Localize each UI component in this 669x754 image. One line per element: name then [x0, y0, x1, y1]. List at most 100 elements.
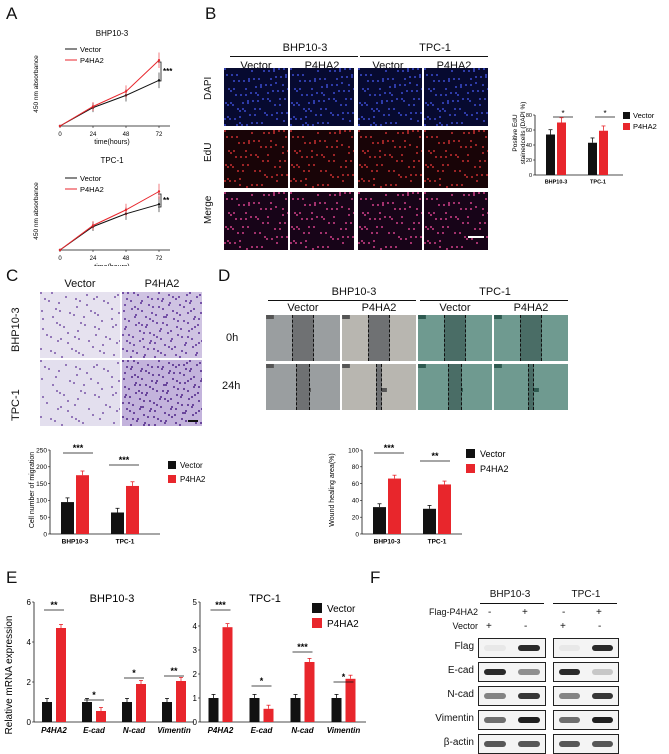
column-label: Vector: [287, 302, 319, 314]
significance-mark: *: [132, 668, 136, 678]
sign: -: [598, 621, 602, 632]
significance-mark: ***: [215, 600, 226, 610]
group-label-tpc-1: TPC-1: [479, 286, 511, 298]
significance-mark: **: [431, 451, 439, 461]
panel-label-a: A: [6, 4, 18, 23]
wound-gap: [296, 364, 310, 410]
group-underline: [268, 300, 416, 301]
x-tick-label: 48: [123, 132, 130, 138]
scale-bar: [188, 420, 198, 422]
category-label: TPC-1: [116, 539, 135, 546]
significance-bracket: [158, 61, 162, 82]
bar-vector: [546, 134, 555, 175]
blot-band: [592, 669, 613, 675]
legend-vector-swatch: [168, 461, 176, 469]
edu-micrograph: [424, 192, 488, 250]
bar-vector: [588, 142, 597, 175]
bar-vector: [42, 702, 52, 722]
group-underline: [480, 603, 544, 604]
blot-band: [559, 717, 580, 723]
blot-band: [484, 669, 506, 675]
bar-vector: [290, 698, 301, 722]
x-tick-label: 24: [90, 132, 97, 138]
edu-micrograph: [358, 192, 422, 250]
blot-band: [592, 717, 613, 723]
edu-micrograph: [358, 68, 422, 126]
edu-micrograph: [290, 192, 354, 250]
y-tick-label: 5: [193, 598, 198, 607]
category-label: Vimentin: [157, 726, 191, 735]
y-tick-label: 200: [36, 464, 47, 471]
transwell-micrograph: [122, 292, 202, 358]
panel-e-bar-charts: BHP10-3 TPC-1 Relative mRNA expression V…: [4, 593, 366, 735]
bar-p4ha2: [56, 628, 66, 722]
blot-strip: [478, 638, 546, 658]
sign: -: [524, 621, 528, 632]
blot-band: [518, 717, 540, 723]
group-label-bhp10-3: BHP10-3: [331, 286, 377, 298]
sign: -: [488, 607, 492, 618]
edu-micrograph: [358, 130, 422, 188]
legend-p4ha2-swatch: [312, 618, 322, 628]
y-axis-label: Cell number of migration: [29, 452, 36, 528]
y-tick-label: 0: [529, 173, 532, 179]
wound-gap: [448, 364, 462, 410]
y-tick-label: 40: [526, 143, 532, 149]
significance-mark: **: [50, 600, 58, 610]
legend-p4ha2: P4HA2: [180, 475, 206, 484]
category-label: BHP10-3: [374, 539, 401, 546]
blot-strip: [553, 686, 619, 706]
bar-p4ha2: [345, 678, 356, 722]
wound-gap: [292, 315, 314, 361]
legend-vector: Vector: [633, 111, 655, 120]
edu-micrograph: [424, 68, 488, 126]
row-label-vector: Vector: [452, 621, 478, 631]
significance-mark: *: [603, 109, 606, 118]
column-label: P4HA2: [513, 302, 549, 314]
row-label-flag-p4ha2: Flag-P4HA2: [428, 607, 478, 617]
y-axis-label: Positive EdU: [512, 114, 519, 152]
blot-band: [518, 693, 540, 699]
x-axis-label: time(hours): [94, 264, 129, 266]
bar-p4ha2: [76, 475, 89, 534]
sign: +: [560, 621, 566, 632]
category-label: TPC-1: [428, 539, 447, 546]
blot-band: [518, 741, 540, 747]
category-label: N-cad: [291, 726, 314, 735]
group-underline: [553, 603, 617, 604]
x-tick-label: 72: [156, 132, 163, 138]
y-axis-label: Wound healing area(%): [329, 453, 336, 526]
significance-mark: ***: [163, 67, 173, 76]
panel-d-bar-chart: Wound healing area(%) Vector P4HA2 *** *…: [329, 443, 509, 546]
category-label: BHP10-3: [62, 539, 89, 546]
bar-vector: [122, 702, 132, 722]
significance-mark: *: [342, 672, 346, 682]
sign: -: [562, 607, 566, 618]
y-axis-label: stainedcells (DAPI %): [520, 102, 527, 165]
series-line-vector: [59, 203, 160, 251]
blot-band: [592, 693, 613, 699]
blot-band: [484, 717, 506, 723]
series-line-p4ha2: [59, 59, 160, 127]
wound-gap: [528, 364, 534, 410]
row-label-tpc-1: TPC-1: [10, 389, 22, 421]
blot-band: [518, 669, 540, 675]
blot-band: [484, 741, 506, 747]
bar-p4ha2: [263, 708, 274, 722]
legend-p4ha2-swatch: [466, 464, 475, 473]
y-tick-label: 6: [27, 598, 32, 607]
row-label-merge: Merge: [203, 195, 214, 224]
category-label: TPC-1: [590, 180, 606, 186]
y-tick-label: 250: [36, 447, 47, 454]
y-tick-label: 0: [193, 718, 198, 727]
wound-gap: [368, 315, 390, 361]
edu-micrograph: [224, 68, 288, 126]
bar-vector: [82, 702, 92, 722]
column-label: Vector: [439, 302, 471, 314]
x-tick-label: 0: [58, 132, 62, 138]
y-tick-label: 0: [43, 531, 47, 538]
bar-p4ha2: [176, 681, 186, 722]
y-tick-label: 4: [27, 638, 32, 647]
chart-title: TPC-1: [100, 156, 124, 165]
